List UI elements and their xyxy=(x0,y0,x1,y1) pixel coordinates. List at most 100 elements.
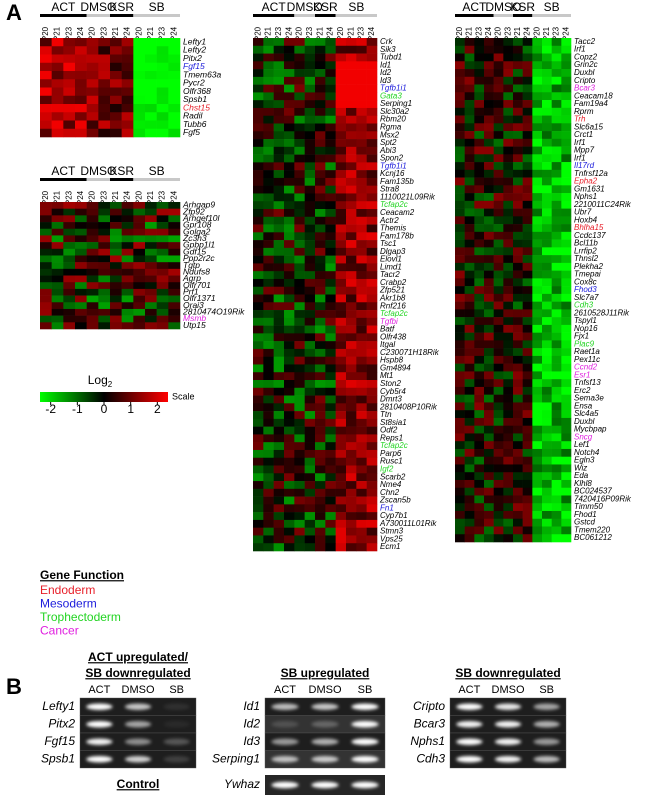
heatmap-cell xyxy=(335,473,347,482)
heatmap-cell xyxy=(532,255,543,264)
heatmap-cell xyxy=(493,255,504,264)
group-title: SB upregulated xyxy=(281,666,370,680)
heatmap-cell xyxy=(63,95,76,105)
heatmap-cell xyxy=(304,302,316,311)
heatmap-cell xyxy=(522,162,533,171)
heatmap-cell xyxy=(503,200,514,209)
heatmap-cell xyxy=(493,169,504,178)
heatmap-cell xyxy=(121,202,134,209)
heatmap-cell xyxy=(522,417,533,426)
heatmap-cell xyxy=(294,100,305,109)
heatmap-cell xyxy=(98,79,111,88)
heatmap-cell xyxy=(325,380,336,389)
heatmap-cell xyxy=(493,355,504,364)
heatmap-cell xyxy=(493,100,504,109)
heatmap-cell xyxy=(145,288,157,296)
heatmap-cell xyxy=(263,216,274,225)
heatmap-cell xyxy=(325,232,336,241)
heatmap-cell xyxy=(532,410,543,419)
heatmap-cell xyxy=(86,79,99,88)
heatmap-cell xyxy=(273,201,285,210)
heatmap-cell xyxy=(145,302,157,310)
gene-label: 2810474O19Rik xyxy=(182,307,245,317)
heatmap-cell xyxy=(542,317,552,326)
heatmap-cell xyxy=(335,286,347,295)
column-label: P20 xyxy=(88,26,97,41)
heatmap-cell xyxy=(294,434,305,443)
heatmap-cell xyxy=(156,255,169,263)
heatmap-cell xyxy=(542,309,552,318)
heatmap-cell xyxy=(346,395,357,404)
heatmap-cell xyxy=(493,510,504,520)
heatmap-cell xyxy=(325,519,336,528)
heatmap-cell xyxy=(484,363,494,372)
gel-band xyxy=(124,756,152,763)
heatmap-cell xyxy=(464,115,475,124)
lane-label: DMSO xyxy=(122,684,155,696)
heatmap-cell xyxy=(542,503,552,512)
heatmap-cell xyxy=(263,84,274,93)
heatmap-cell xyxy=(335,496,347,505)
heatmap-cell xyxy=(133,228,146,236)
heatmap-cell xyxy=(51,315,64,323)
heatmap-cell xyxy=(273,146,285,155)
gene-label: Ecm1 xyxy=(380,542,400,551)
heatmap-cell xyxy=(145,248,157,256)
gene-label: Tspyl1 xyxy=(574,316,597,325)
heatmap-cell xyxy=(110,202,122,209)
heatmap-cell xyxy=(156,71,169,80)
heatmap-cell xyxy=(75,275,87,283)
heatmap-cell xyxy=(474,286,485,295)
heatmap-cell xyxy=(532,371,543,380)
heatmap-cell xyxy=(493,200,504,209)
scale-title-sub: 2 xyxy=(108,380,113,389)
heatmap-cell xyxy=(40,46,52,55)
heatmap-cell xyxy=(551,38,562,47)
heatmap-cell xyxy=(493,286,504,295)
heatmap-cell xyxy=(304,310,316,319)
heatmap-cell xyxy=(542,371,552,380)
heatmap-cell xyxy=(366,325,378,334)
heatmap-cell xyxy=(273,434,285,443)
heatmap-cell xyxy=(484,472,494,481)
heatmap-cell xyxy=(284,84,295,93)
heatmap-cell xyxy=(474,448,485,458)
heatmap-cell xyxy=(273,395,285,404)
heatmap-cell xyxy=(315,504,326,513)
heatmap-cell xyxy=(273,216,285,225)
gene-label: Gpbp1l1 xyxy=(183,240,215,250)
heatmap-cell xyxy=(315,286,326,295)
heatmap-cell xyxy=(315,263,326,272)
heatmap-cell xyxy=(484,162,494,171)
gene-label: Chst15 xyxy=(183,102,210,112)
heatmap-cell xyxy=(133,235,146,243)
heatmap-cell xyxy=(110,322,122,330)
heatmap-cell xyxy=(315,411,326,420)
heatmap-cell xyxy=(133,128,146,138)
heatmap-cell xyxy=(474,456,485,465)
heatmap-cell xyxy=(40,295,52,303)
heatmap-cell xyxy=(551,503,562,512)
heatmap-cell xyxy=(273,325,285,334)
heatmap-cell xyxy=(156,208,169,216)
heatmap-cell xyxy=(366,38,378,47)
gel-band xyxy=(124,738,152,745)
heatmap-cell xyxy=(513,348,523,357)
heatmap-cell xyxy=(315,232,326,241)
heatmap-cell xyxy=(455,193,465,202)
heatmap-cell xyxy=(522,38,533,47)
heatmap-cell xyxy=(156,315,169,323)
heatmap-cell xyxy=(121,54,134,64)
heatmap-cell xyxy=(40,235,52,243)
heatmap-cell xyxy=(121,222,134,230)
heatmap-cell xyxy=(503,123,514,132)
heatmap-cell xyxy=(346,341,357,350)
heatmap-cell xyxy=(532,386,543,395)
heatmap-cell xyxy=(346,356,357,365)
heatmap-cell xyxy=(366,333,378,342)
heatmap-cell xyxy=(284,209,295,218)
heatmap-cell xyxy=(551,340,562,349)
group-bar xyxy=(110,178,134,181)
heatmap-cell xyxy=(253,271,264,280)
heatmap-cell xyxy=(522,309,533,318)
